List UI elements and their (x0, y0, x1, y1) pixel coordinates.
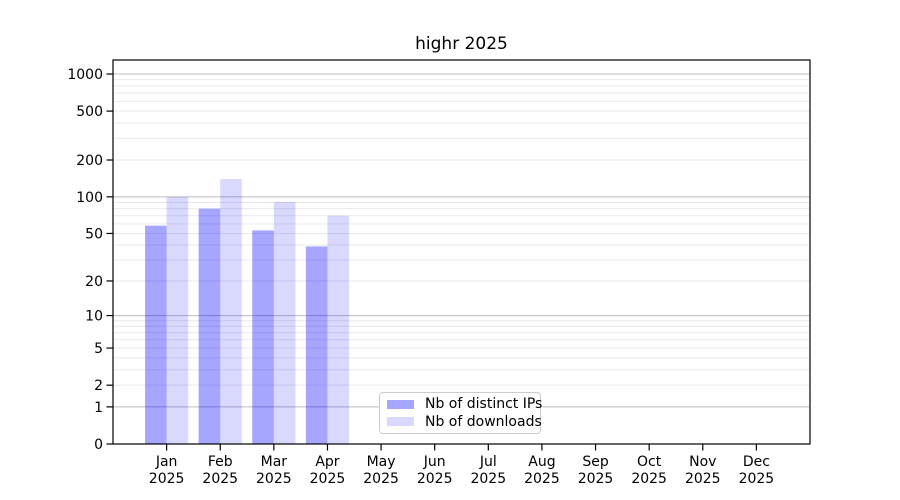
bar-distinct-ips (252, 230, 274, 444)
y-tick-label: 1000 (67, 67, 103, 83)
legend-swatch-downloads (387, 417, 414, 427)
x-tick-label-year: 2025 (256, 471, 292, 487)
y-tick-label: 1 (94, 400, 103, 416)
x-tick-label-year: 2025 (310, 471, 346, 487)
bar-downloads (166, 196, 189, 444)
x-tick-label-year: 2025 (524, 471, 560, 487)
bar-distinct-ips (305, 246, 328, 444)
x-tick-label-month: Apr (315, 454, 339, 470)
legend-label-downloads: Nb of downloads (425, 413, 542, 430)
x-tick-label-year: 2025 (417, 471, 453, 487)
x-tick-label-month: Sep (582, 454, 609, 470)
legend-label-distinct-ips: Nb of distinct IPs (425, 396, 543, 413)
y-tick-label: 0 (94, 437, 103, 453)
bar-downloads (273, 201, 296, 444)
x-tick-label-month: Jan (155, 454, 178, 470)
x-tick-label-year: 2025 (202, 471, 238, 487)
legend-entry-downloads: Nb of downloads (387, 413, 542, 430)
y-tick-label: 2 (94, 378, 103, 394)
y-tick-label: 50 (85, 226, 103, 242)
bar-downloads (327, 215, 350, 444)
x-tick-label-month: Jul (479, 454, 497, 470)
chart-title: highr 2025 (415, 34, 508, 54)
y-tick-label: 5 (94, 341, 103, 357)
x-tick-label-month: Dec (743, 454, 770, 470)
y-tick-label: 100 (76, 190, 103, 206)
x-tick-label-year: 2025 (149, 471, 185, 487)
x-tick-label-month: Jun (423, 454, 446, 470)
legend-swatch-distinct-ips (387, 399, 414, 409)
y-tick-label: 10 (85, 309, 103, 325)
bar-downloads (220, 178, 242, 444)
legend-entry-distinct-ips: Nb of distinct IPs (387, 396, 543, 413)
x-tick-label-month: Oct (637, 454, 662, 470)
x-tick-label-year: 2025 (631, 471, 667, 487)
bar-distinct-ips (198, 208, 221, 444)
y-tick-label: 200 (76, 153, 103, 169)
bar-distinct-ips (145, 225, 167, 444)
y-tick-label: 500 (76, 104, 103, 120)
y-tick-label: 20 (85, 274, 103, 290)
x-tick-label-month: Feb (208, 454, 233, 470)
x-tick-label-year: 2025 (578, 471, 614, 487)
x-tick-label-year: 2025 (685, 471, 721, 487)
plot-border (112, 59, 811, 445)
x-tick-label-year: 2025 (470, 471, 506, 487)
x-tick-label-month: Mar (261, 454, 288, 470)
x-tick-label-month: Nov (689, 454, 716, 470)
x-tick-label-year: 2025 (363, 471, 399, 487)
x-tick-label-year: 2025 (739, 471, 775, 487)
x-tick-label-month: Aug (528, 454, 555, 470)
legend: Nb of distinct IPs Nb of downloads (379, 392, 543, 434)
x-tick-label-month: May (367, 454, 396, 470)
